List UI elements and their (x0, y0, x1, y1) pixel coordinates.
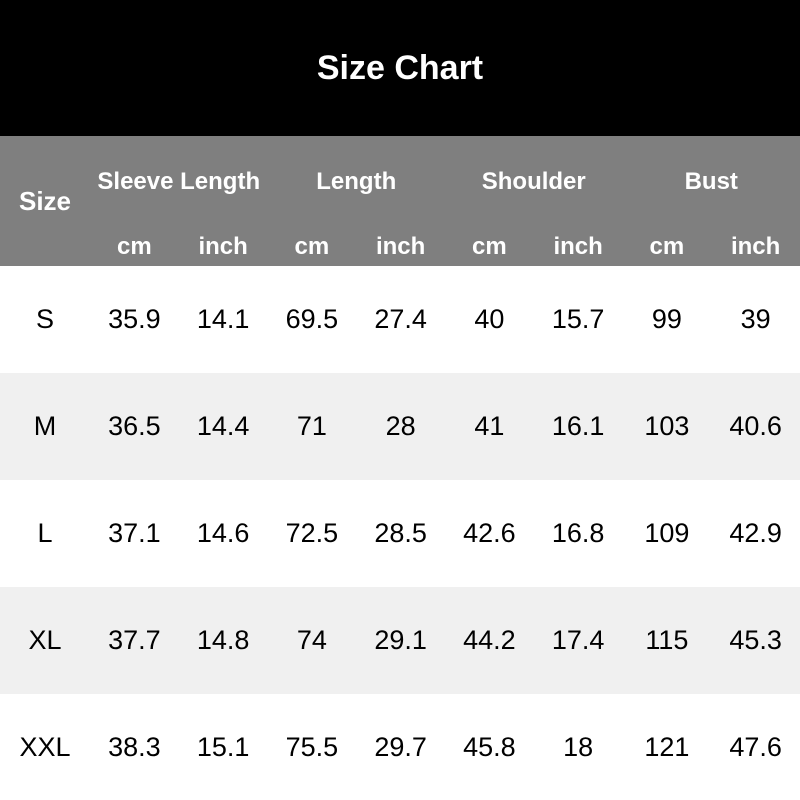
value-sleeve-cm: 37.7 (108, 625, 161, 655)
value-bust-cm: 115 (645, 625, 689, 655)
size-label: S (35, 304, 54, 334)
value-bust-inch: 39 (740, 304, 771, 334)
column-group-shoulder: Shoulder (481, 168, 586, 195)
unit-header-shoulder-cm: cm (472, 233, 507, 260)
value-shoulder-inch: 16.1 (551, 411, 605, 441)
value-length-cm: 69.5 (285, 304, 339, 334)
table-row-xxl: XXL 38.3 15.1 75.5 29.7 45.8 18 121 47.6 (0, 694, 800, 800)
value-length-inch: 28 (385, 411, 416, 441)
size-label: XL (28, 625, 62, 655)
size-label: M (33, 411, 57, 441)
column-group-bust: Bust (684, 168, 738, 195)
table-header: Size Sleeve Length Length Shoulder Bust … (0, 136, 800, 266)
value-sleeve-cm: 35.9 (108, 304, 161, 334)
value-shoulder-cm: 45.8 (463, 731, 516, 762)
value-length-inch: 27.4 (374, 304, 427, 334)
unit-header-sleeve-cm: cm (117, 233, 152, 260)
unit-header-length-inch: inch (375, 233, 426, 260)
table-row-m: M 36.5 14.4 71 28 41 16.1 103 40.6 (0, 373, 800, 480)
value-bust-inch: 45.3 (729, 625, 782, 655)
value-length-inch: 29.1 (374, 625, 427, 655)
unit-header-length-cm: cm (294, 233, 330, 260)
value-bust-inch: 47.6 (729, 731, 782, 762)
size-label: XXL (19, 731, 71, 762)
column-group-length: Length (316, 168, 397, 195)
value-bust-cm: 99 (651, 304, 682, 334)
value-length-cm: 71 (296, 411, 327, 441)
value-bust-inch: 42.9 (729, 518, 782, 548)
table-row-s: S 35.9 14.1 69.5 27.4 40 15.7 99 39 (0, 266, 800, 373)
table-row-xl: XL 37.7 14.8 74 29.1 44.2 17.4 115 45.3 (0, 587, 800, 694)
value-bust-cm: 121 (644, 731, 690, 762)
value-shoulder-inch: 15.7 (551, 304, 605, 334)
page-title: Size Chart (316, 48, 484, 87)
value-sleeve-inch: 14.6 (196, 518, 250, 548)
value-bust-inch: 40.6 (729, 411, 782, 441)
value-sleeve-inch: 14.4 (196, 411, 250, 441)
value-length-cm: 75.5 (285, 731, 339, 762)
value-bust-cm: 103 (644, 411, 690, 441)
value-shoulder-inch: 18 (563, 731, 594, 762)
title-bar: Size Chart (0, 0, 800, 136)
table-row-l: L 37.1 14.6 72.5 28.5 42.6 16.8 109 42.9 (0, 480, 800, 587)
value-length-inch: 28.5 (374, 518, 427, 548)
value-shoulder-cm: 44.2 (463, 625, 516, 655)
value-shoulder-cm: 41 (474, 411, 505, 441)
column-header-size: Size (18, 185, 72, 216)
value-sleeve-inch: 14.1 (196, 304, 250, 334)
value-length-inch: 29.7 (374, 731, 427, 762)
table-body: S 35.9 14.1 69.5 27.4 40 15.7 99 39 M 36… (0, 266, 800, 800)
unit-header-bust-inch: inch (730, 233, 781, 260)
unit-header-bust-cm: cm (649, 233, 685, 260)
unit-header-shoulder-inch: inch (553, 233, 603, 260)
value-sleeve-cm: 36.5 (108, 411, 161, 441)
column-group-sleeve-length: Sleeve Length (97, 168, 261, 195)
value-bust-cm: 109 (644, 518, 690, 548)
value-shoulder-cm: 42.6 (463, 518, 516, 548)
value-length-cm: 74 (296, 625, 327, 655)
value-sleeve-cm: 37.1 (108, 518, 161, 548)
value-shoulder-cm: 40 (474, 304, 505, 334)
value-shoulder-inch: 16.8 (551, 518, 605, 548)
value-length-cm: 72.5 (285, 518, 339, 548)
unit-header-sleeve-inch: inch (198, 233, 248, 260)
value-sleeve-inch: 14.8 (196, 625, 250, 655)
value-shoulder-inch: 17.4 (551, 625, 605, 655)
value-sleeve-cm: 38.3 (108, 731, 161, 762)
value-sleeve-inch: 15.1 (196, 731, 250, 762)
size-label: L (37, 518, 53, 548)
